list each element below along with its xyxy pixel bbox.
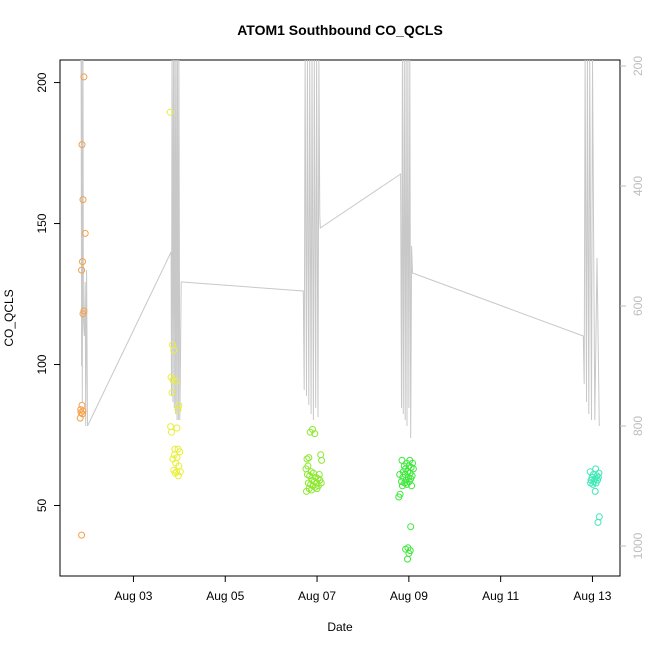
data-point [303, 487, 310, 495]
data-point [167, 423, 175, 431]
chart-title: ATOM1 Southbound CO_QCLS [237, 22, 443, 38]
right-axis: 200 400 600 800 1000 [620, 56, 645, 559]
data-point [78, 266, 86, 274]
y-tick-label: 150 [35, 213, 49, 233]
y2-tick-label: 1000 [631, 532, 645, 559]
data-point [404, 555, 411, 563]
data-point [305, 454, 313, 462]
x-tick-label: Aug 07 [298, 589, 336, 603]
data-point [174, 406, 182, 414]
data-point [398, 482, 406, 490]
data-point [166, 108, 174, 116]
data-point [589, 480, 597, 488]
data-point [175, 401, 183, 409]
data-point [594, 518, 602, 526]
data-point [169, 376, 177, 384]
data-point [174, 472, 182, 480]
data-point [78, 141, 86, 149]
data-point [176, 448, 184, 456]
data-point [79, 407, 87, 415]
x-tick-label: Aug 11 [482, 589, 519, 603]
data-point [395, 493, 403, 501]
overlay-line [80, 59, 600, 439]
y-tick-label: 50 [35, 499, 49, 513]
y-axis: 50 100 150 200 [35, 72, 60, 512]
data-point [172, 377, 180, 385]
data-point [311, 430, 319, 438]
data-point [402, 545, 410, 553]
data-point [168, 389, 176, 397]
data-point [407, 523, 415, 531]
y-tick-label: 100 [35, 354, 49, 374]
data-point [81, 229, 89, 237]
x-tick-label: Aug 13 [573, 589, 611, 603]
y2-tick-label: 400 [631, 176, 645, 196]
data-point [78, 531, 86, 539]
data-point [398, 478, 405, 485]
y2-tick-label: 200 [631, 56, 645, 76]
overlay-series [80, 59, 600, 439]
data-point [591, 487, 599, 495]
scatter-points [76, 73, 603, 563]
data-point [170, 346, 178, 354]
data-point [408, 482, 416, 490]
data-point [79, 196, 87, 204]
y-tick-label: 200 [35, 72, 49, 92]
data-point [303, 455, 311, 463]
x-tick-label: Aug 05 [206, 589, 244, 603]
x-axis-label: Date [327, 620, 353, 634]
data-point [79, 410, 86, 418]
data-point [168, 428, 175, 436]
data-point [76, 414, 84, 422]
data-point [79, 310, 87, 318]
data-point [403, 480, 411, 488]
data-point [318, 456, 326, 464]
data-point [173, 468, 181, 476]
y-axis-label: CO_QCLS [2, 289, 16, 346]
data-point [80, 73, 88, 81]
data-point [595, 513, 603, 521]
x-tick-label: Aug 09 [390, 589, 428, 603]
plot-frame [59, 59, 621, 577]
data-point [308, 486, 315, 494]
data-point [78, 401, 86, 409]
x-tick-label: Aug 03 [114, 589, 152, 603]
data-point [176, 468, 184, 476]
data-point [173, 424, 181, 432]
x-axis: Aug 03 Aug 05 Aug 07 Aug 09 Aug 11 Aug 13 [114, 576, 612, 603]
y2-tick-label: 600 [631, 296, 645, 316]
data-point [79, 258, 86, 266]
data-point [306, 428, 314, 436]
data-point [317, 451, 325, 459]
y2-tick-label: 800 [631, 416, 645, 436]
